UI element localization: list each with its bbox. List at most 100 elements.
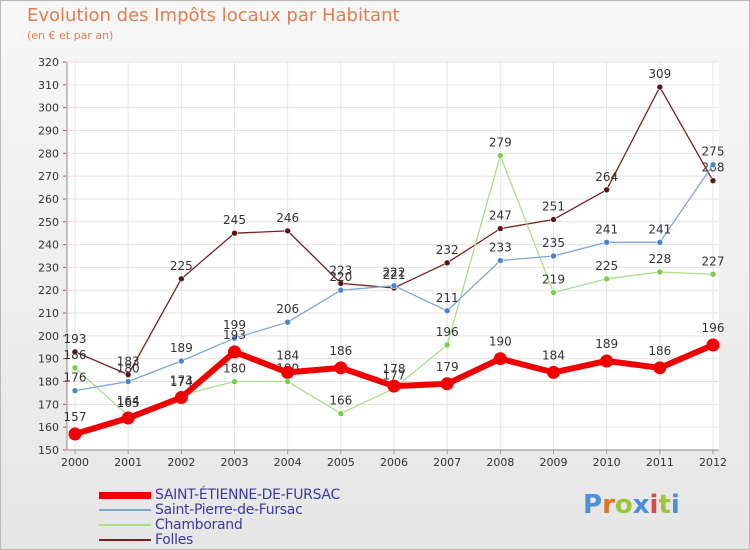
data-label: 222 <box>383 266 406 280</box>
data-point <box>656 83 664 91</box>
data-point <box>178 275 185 283</box>
data-label: 251 <box>542 199 565 213</box>
chart-title: Evolution des Impôts locaux par Habitant <box>27 5 400 26</box>
data-point <box>121 411 135 425</box>
x-tick-label: 2005 <box>327 456 355 469</box>
data-label: 221 <box>383 268 406 282</box>
x-tick-label: 2006 <box>380 456 408 469</box>
data-label: 309 <box>648 67 671 81</box>
legend-swatch <box>99 509 151 511</box>
data-label: 186 <box>64 348 87 362</box>
data-point <box>709 177 717 184</box>
y-tick-label: 180 <box>38 376 59 389</box>
y-tick-label: 270 <box>38 170 59 183</box>
data-point <box>284 318 291 326</box>
data-point <box>603 186 610 194</box>
legend-label: SAINT-ÉTIENNE-DE-FURSAC <box>155 487 340 503</box>
data-point <box>124 371 132 378</box>
data-label: 174 <box>170 375 193 389</box>
data-point <box>600 354 614 368</box>
data-label: 227 <box>702 254 725 268</box>
chart-subtitle: (en € et par an) <box>27 29 114 42</box>
data-point <box>337 410 345 417</box>
data-label: 206 <box>276 302 299 316</box>
y-tick-label: 220 <box>38 284 59 297</box>
x-tick-label: 2010 <box>593 456 621 469</box>
x-tick-label: 2004 <box>274 456 302 469</box>
x-tick-label: 2012 <box>699 456 727 469</box>
data-label: 219 <box>542 273 565 287</box>
data-point <box>71 348 79 356</box>
y-tick-label: 210 <box>38 307 59 320</box>
data-label: 184 <box>542 348 565 362</box>
data-point <box>497 152 504 159</box>
data-point <box>71 364 79 372</box>
data-point <box>68 427 82 441</box>
legend-swatch <box>99 524 151 526</box>
x-tick-label: 2009 <box>540 456 568 469</box>
data-point <box>178 357 185 365</box>
data-point <box>550 252 557 260</box>
data-label: 199 <box>223 318 246 332</box>
y-tick-label: 290 <box>38 124 59 137</box>
data-label: 184 <box>276 348 299 362</box>
y-tick-label: 260 <box>38 193 59 206</box>
data-label: 173 <box>170 374 193 388</box>
data-point <box>547 365 560 379</box>
logo-letter: r <box>602 490 615 520</box>
x-tick-label: 2002 <box>167 456 195 469</box>
x-tick-label: 2000 <box>61 456 89 469</box>
data-label: 179 <box>436 360 459 374</box>
data-point <box>231 229 238 237</box>
data-label: 193 <box>64 332 87 346</box>
data-point <box>550 289 557 296</box>
data-label: 241 <box>648 222 671 236</box>
data-label: 178 <box>383 362 406 376</box>
data-label: 279 <box>489 136 512 150</box>
logo-letter: x <box>632 490 650 520</box>
x-tick-label: 2008 <box>486 456 514 469</box>
data-label: 177 <box>383 368 406 382</box>
x-tick-label: 2007 <box>433 456 461 469</box>
y-tick-label: 250 <box>38 216 59 229</box>
data-label: 220 <box>329 270 352 284</box>
proxiti-logo: Proxiti <box>583 490 680 520</box>
logo-letter: i <box>670 490 680 520</box>
data-label: 166 <box>329 393 352 407</box>
data-label: 235 <box>542 236 565 250</box>
y-tick-label: 170 <box>38 398 59 411</box>
legend-swatch <box>99 539 151 541</box>
data-label: 196 <box>702 321 725 335</box>
data-label: 189 <box>595 337 618 351</box>
data-label: 196 <box>436 325 459 339</box>
data-label: 190 <box>489 335 512 349</box>
data-label: 176 <box>64 371 87 385</box>
data-point <box>390 282 398 289</box>
data-point <box>71 387 79 394</box>
data-point <box>334 361 348 375</box>
x-tick-label: 2003 <box>221 456 249 469</box>
data-label: 180 <box>117 362 140 376</box>
y-tick-label: 160 <box>38 421 59 434</box>
data-point <box>709 270 717 278</box>
data-point <box>337 280 345 287</box>
y-tick-label: 320 <box>38 56 59 69</box>
data-point <box>284 378 291 385</box>
data-point <box>656 239 664 246</box>
y-tick-label: 310 <box>38 79 59 92</box>
data-label: 246 <box>276 211 299 225</box>
data-point <box>284 227 291 235</box>
data-point <box>337 286 345 294</box>
data-point <box>443 307 451 315</box>
data-point <box>603 239 610 246</box>
legend-label: Chamborand <box>155 517 243 533</box>
data-label: 225 <box>170 259 193 273</box>
data-point <box>281 365 295 379</box>
logo-letter: t <box>658 490 671 520</box>
legend-label: Folles <box>155 532 194 548</box>
data-point <box>497 225 504 232</box>
data-point <box>603 275 610 283</box>
x-tick-label: 2001 <box>114 456 142 469</box>
